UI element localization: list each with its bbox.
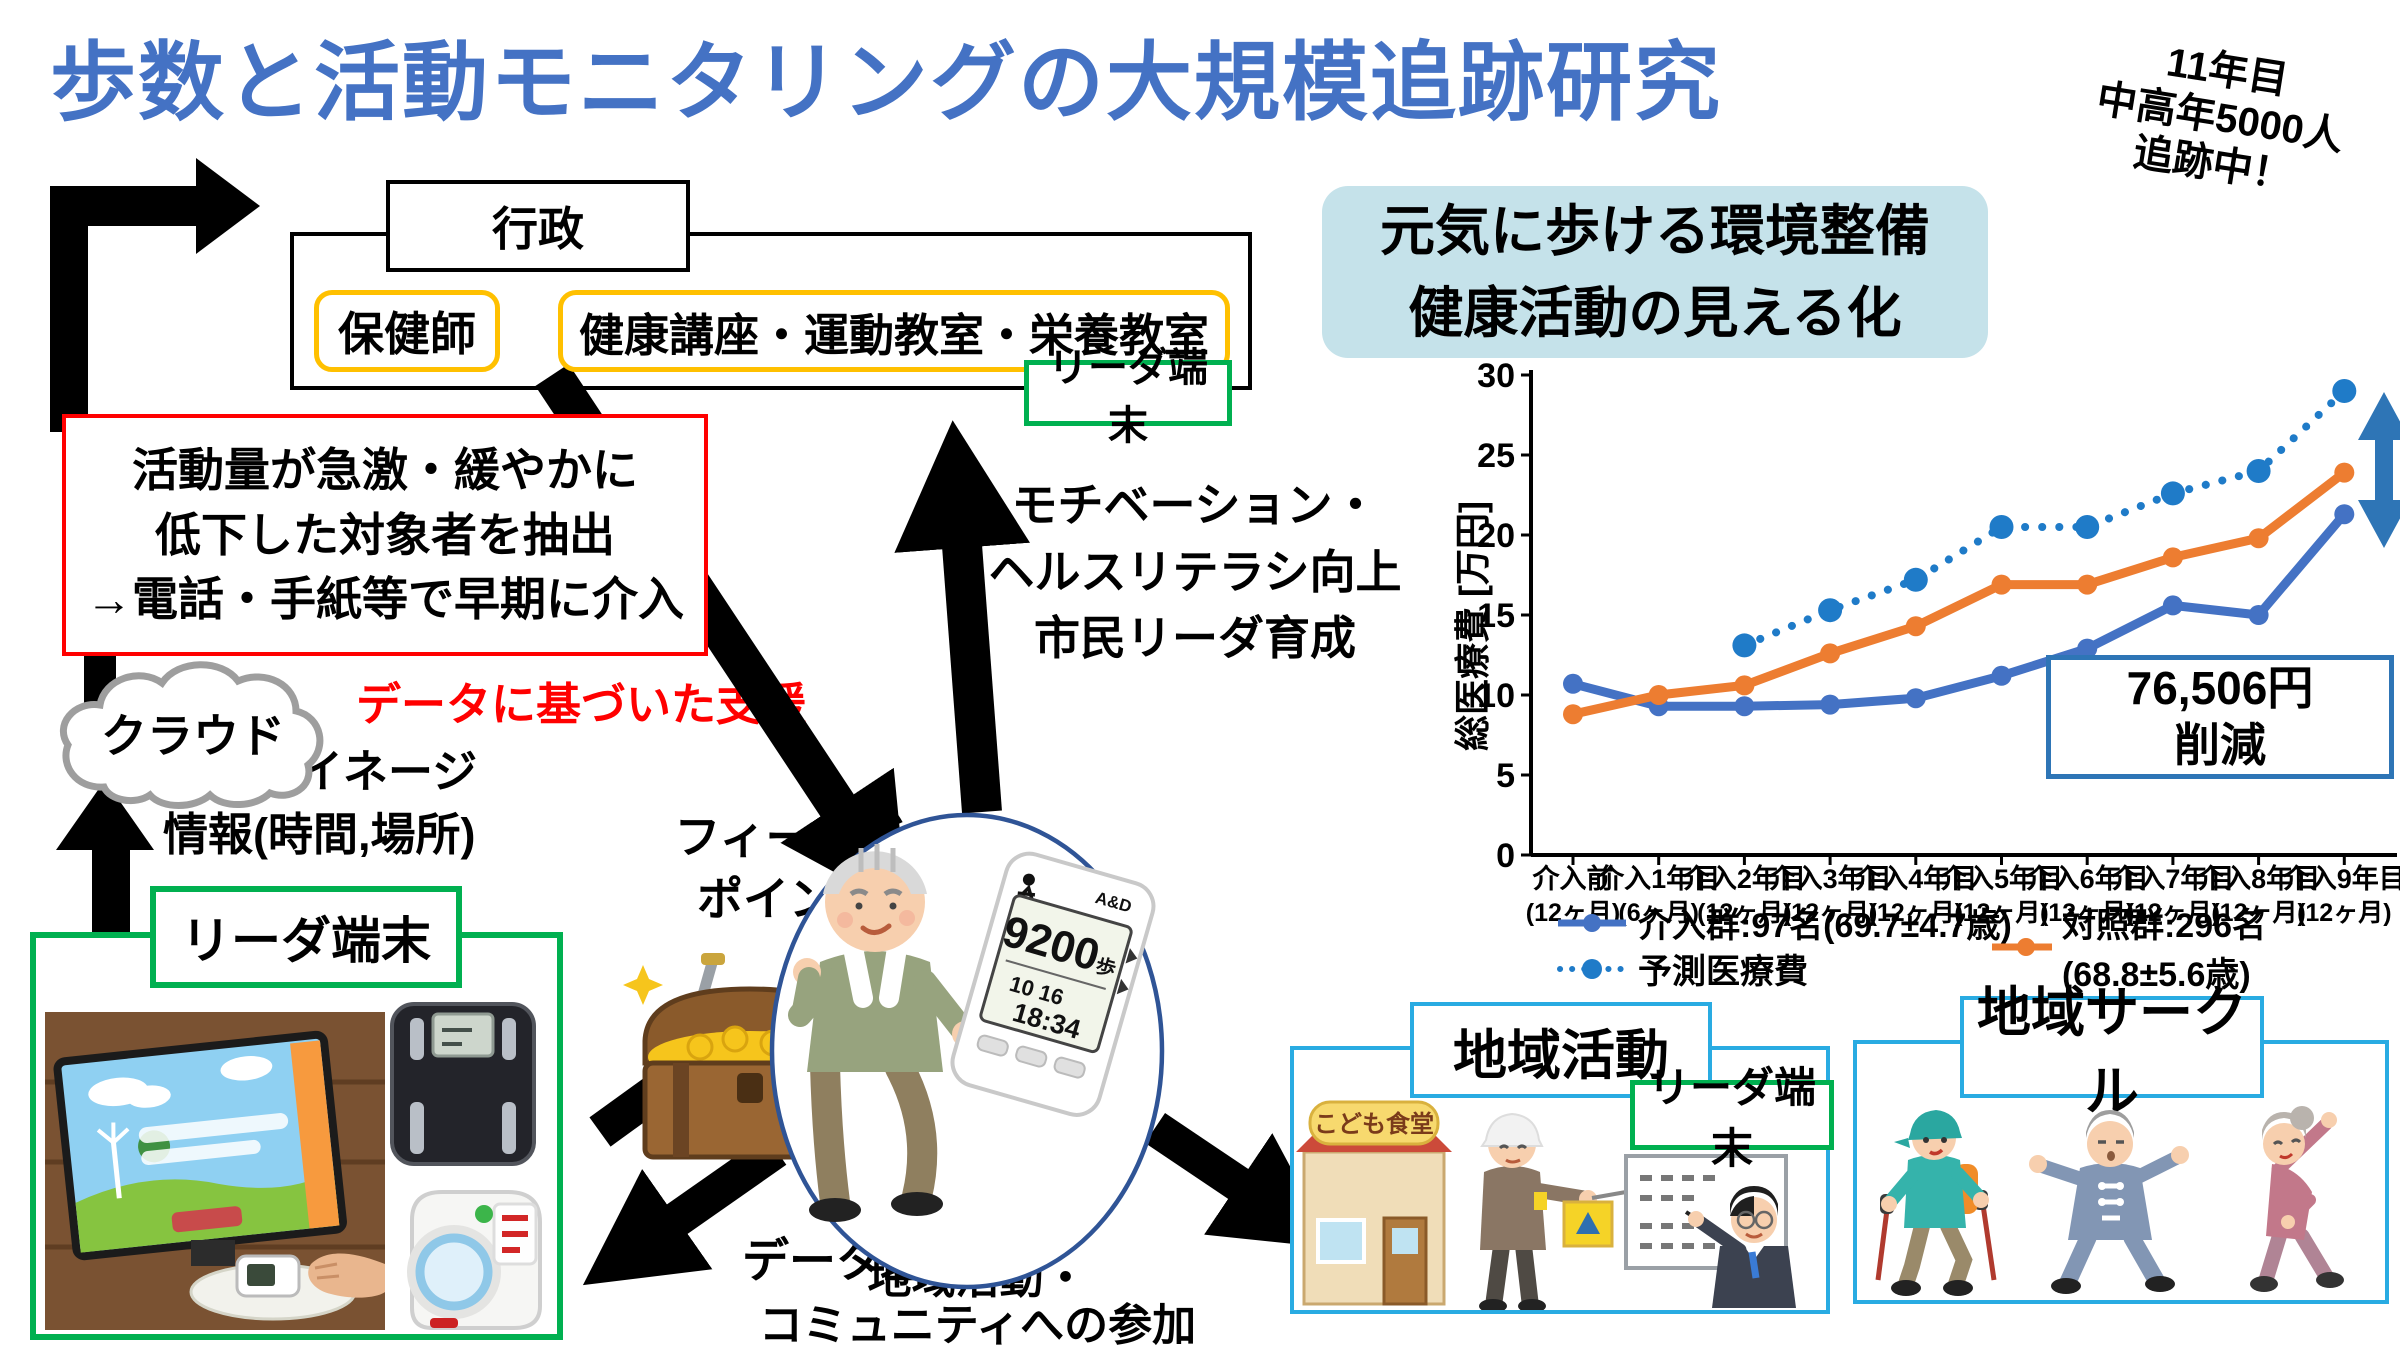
svg-text:介入7年目: 介入7年目 [2110, 863, 2234, 894]
svg-text:(6ヶ月): (6ヶ月) [1618, 899, 1699, 927]
svg-text:介入2年目: 介入2年目 [1682, 863, 1806, 894]
svg-text:介入4年目: 介入4年目 [1853, 863, 1977, 894]
legend-intervention-label: 介入群:97名(69.7±4.7歳) [1638, 907, 2012, 945]
legend-marker-dotted-blue [1557, 958, 1627, 979]
page-title: 歩数と活動モニタリングの大規模追跡研究 [50, 35, 1722, 131]
svg-text:介入前: 介入前 [1532, 863, 1614, 894]
svg-text:介入1年目: 介入1年目 [1596, 863, 1720, 894]
community-activity-illustration: こども食堂 [1296, 1100, 1796, 1310]
arrow-person-to-reader-terminal [894, 420, 1030, 814]
svg-text:15: 15 [1477, 597, 1515, 635]
signage-tablet-photo [45, 1012, 385, 1330]
svg-text:(12ヶ月): (12ヶ月) [2040, 899, 2134, 927]
arrow-extract-to-gyousei [50, 158, 260, 432]
environment-goal-box: 元気に歩ける環境整備 健康活動の見える化 [1322, 186, 1988, 358]
svg-text:(12ヶ月): (12ヶ月) [1869, 899, 1963, 927]
svg-text:介入3年目: 介入3年目 [1768, 863, 1892, 894]
legend-control-group: 対照群:296名(68.8±5.6歳) [1990, 898, 2400, 996]
reader-terminal-left-box: リーダ端末 [150, 886, 462, 988]
kodomo-shokudo-storefront: こども食堂 [1296, 1100, 1452, 1306]
blood-pressure-monitor-photo [407, 1190, 542, 1330]
extract-line3: →電話・手紙等で早期に介入 [86, 573, 684, 626]
svg-text:(12ヶ月): (12ヶ月) [2211, 899, 2305, 927]
data-support-label: データに基づいた支援 [356, 679, 807, 730]
taichi-figure [2029, 1110, 2189, 1294]
svg-text:(12ヶ月): (12ヶ月) [1697, 899, 1791, 927]
legend-control-label: 対照群:296名(68.8±5.6歳) [2061, 907, 2267, 994]
svg-text:30: 30 [1477, 360, 1515, 395]
stretching-woman-figure [2250, 1106, 2344, 1292]
svg-text:(12ヶ月): (12ヶ月) [2126, 899, 2220, 927]
svg-text:(12ヶ月): (12ヶ月) [1954, 899, 2048, 927]
signage-line2: 情報(時間,場所) [163, 809, 476, 860]
body-scale-photo [390, 1002, 536, 1166]
svg-text:0: 0 [1496, 837, 1515, 875]
legend-intervention-group: 介入群:97名(69.7±4.7歳) [1556, 898, 2012, 947]
kouza-box: 健康講座・運動教室・栄養教室 [558, 290, 1230, 372]
cost-reduction-word: 削減 [2173, 719, 2266, 771]
gyousei-box: 行政 [386, 180, 690, 272]
extract-line2: 低下した対象者を抽出 [155, 508, 615, 561]
community-circle-illustration [1875, 1106, 2344, 1296]
motivation-line2: ヘルスリテラシ向上 [988, 545, 1402, 598]
cost-reduction-box: 76,506円 削減 [2046, 655, 2394, 779]
env-line1: 元気に歩ける環境整備 [1379, 199, 1930, 262]
svg-text:介入6年目: 介入6年目 [2025, 863, 2149, 894]
crossing-guard-figure [1479, 1112, 1627, 1310]
cloud-label: クラウド [101, 710, 285, 762]
legend-marker-solid-orange [1992, 938, 2052, 956]
motivation-label: モチベーション・ ヘルスリテラシ向上 市民リーダ育成 [985, 472, 1405, 672]
motivation-line1: モチベーション・ [1011, 479, 1379, 531]
motivation-line3: 市民リーダ育成 [1034, 612, 1356, 665]
health-lecture-presenter [1624, 1154, 1796, 1308]
reader-terminal-community-box: リーダ端末 [1630, 1064, 1834, 1172]
svg-text:20: 20 [1477, 517, 1515, 555]
cloud-icon [59, 661, 324, 809]
svg-text:介入5年目: 介入5年目 [1939, 863, 2063, 894]
svg-text:介入9年目: 介入9年目 [2282, 863, 2400, 894]
legend-predicted-label: 予測医療費 [1638, 953, 1808, 991]
hokenshi-box: 保健師 [314, 290, 500, 372]
extract-box: 活動量が急激・緩やかに 低下した対象者を抽出 →電話・手紙等で早期に介入 [62, 414, 708, 656]
nordic-walker-figure [1875, 1110, 1997, 1296]
legend-marker-solid-blue [1558, 913, 1626, 932]
cost-gap-double-arrow [2358, 392, 2400, 548]
svg-text:5: 5 [1496, 757, 1515, 795]
walking-senior-illustration: A&D 9200 歩 10 16 18:34 [769, 812, 1165, 1290]
legend-predicted-cost: 予測医療費 [1556, 944, 1808, 993]
svg-text:介入8年目: 介入8年目 [2196, 863, 2320, 894]
arrow-person-to-devices [582, 1135, 787, 1286]
extract-line1: 活動量が急激・緩やかに [132, 444, 638, 497]
pedometer-device: A&D 9200 歩 10 16 18:34 [950, 851, 1156, 1117]
svg-text:25: 25 [1477, 437, 1515, 475]
community-circle-label: 地域サークル [1960, 983, 2264, 1122]
kodomo-shokudo-sign: こども食堂 [1314, 1110, 1434, 1138]
cost-reduction-amount: 76,506円 [2126, 661, 2314, 714]
arrow-person-to-community [1144, 1113, 1334, 1249]
svg-text:(12ヶ月): (12ヶ月) [1783, 899, 1877, 927]
medical-cost-line-chart: 0 5 10 15 20 25 30 介入前 (12ヶ月) 介入1年目 (6ヶ月) 介入2年目 (12ヶ… [1477, 360, 2400, 927]
svg-text:(12ヶ月): (12ヶ月) [2297, 899, 2391, 927]
reader-terminal-top-box: リーダ端末 [1024, 346, 1232, 448]
svg-text:10: 10 [1477, 677, 1515, 715]
participation-line2: コミュニティへの参加 [758, 1300, 1197, 1350]
env-line2: 健康活動の見える化 [1408, 282, 1902, 344]
